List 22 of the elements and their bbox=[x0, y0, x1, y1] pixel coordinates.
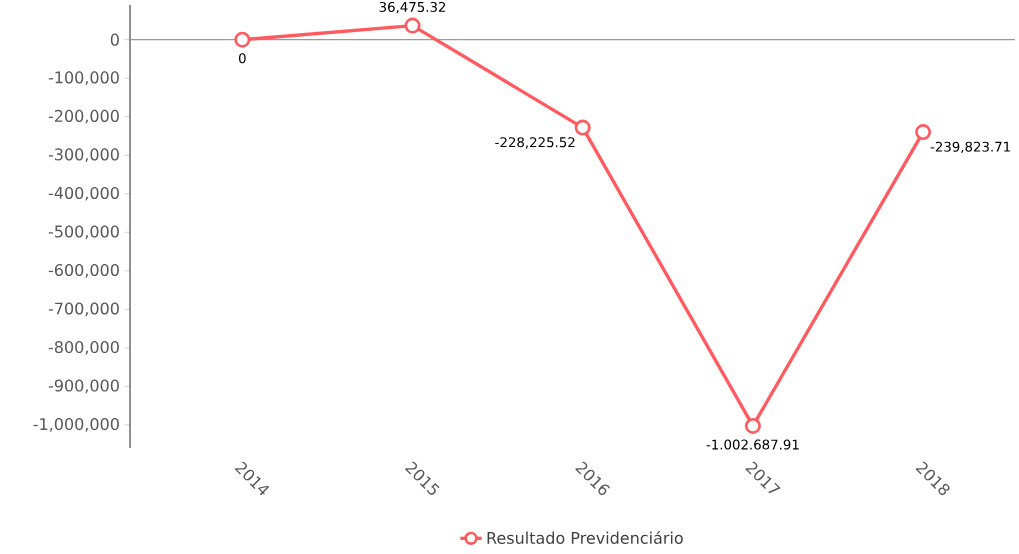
point bbox=[744, 417, 761, 434]
data-label: 0 bbox=[238, 53, 246, 64]
point bbox=[404, 17, 421, 34]
y-tick-label: -100,000 bbox=[48, 71, 119, 86]
y-tick-label: -1,000,000 bbox=[33, 418, 119, 432]
data-label: 36,475.32 bbox=[379, 1, 446, 14]
data-label: -228,225.52 bbox=[495, 137, 575, 149]
point bbox=[574, 119, 591, 136]
y-tick-label: -500,000 bbox=[48, 225, 119, 240]
y-tick-label: 0 bbox=[110, 33, 119, 46]
point bbox=[915, 124, 932, 141]
y-tick-label: -700,000 bbox=[48, 302, 119, 317]
y-tick-label: -800,000 bbox=[48, 340, 119, 355]
data-label: -1.002.687.91 bbox=[706, 439, 799, 450]
data-label: -239,823.71 bbox=[930, 141, 1010, 154]
y-tick-label: -200,000 bbox=[48, 109, 119, 124]
point bbox=[234, 31, 251, 48]
y-tick-label: -300,000 bbox=[48, 148, 119, 163]
legend-label: Resultado Previdenciário bbox=[487, 530, 683, 544]
y-tick-label: -400,000 bbox=[48, 186, 119, 201]
y-tick-label: -600,000 bbox=[48, 263, 119, 278]
y-tick-label: -900,000 bbox=[48, 379, 119, 394]
